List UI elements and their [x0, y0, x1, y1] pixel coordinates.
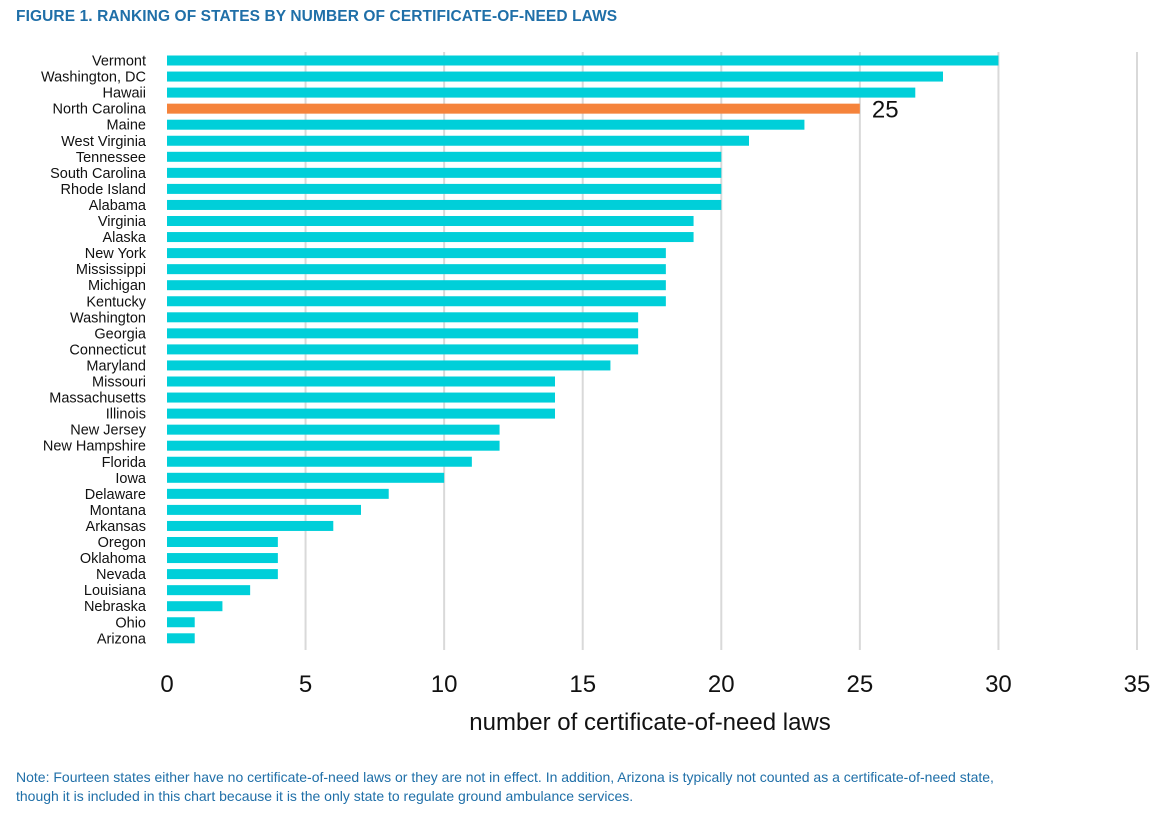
- category-label: South Carolina: [50, 166, 147, 182]
- category-label: Ohio: [115, 615, 146, 631]
- bar: [167, 537, 278, 547]
- x-tick-label: 5: [299, 671, 312, 698]
- bar: [167, 264, 666, 275]
- category-label: Georgia: [94, 326, 147, 342]
- bar: [167, 248, 666, 259]
- category-label: Maine: [107, 118, 147, 134]
- bar: [167, 232, 694, 243]
- category-label: Arkansas: [86, 519, 146, 535]
- bar: [167, 312, 639, 323]
- category-label: Hawaii: [102, 86, 146, 102]
- bar: [167, 569, 278, 580]
- category-label: Arizona: [97, 631, 147, 647]
- bar: [167, 456, 472, 467]
- x-tick-label: 25: [847, 671, 874, 698]
- category-label: Virginia: [98, 214, 147, 230]
- x-tick-label: 15: [569, 671, 596, 698]
- bar: [167, 87, 916, 98]
- highlight-data-label: 25: [872, 97, 899, 124]
- category-label: New Hampshire: [43, 439, 146, 455]
- bar: [167, 360, 611, 371]
- x-tick-label: 20: [708, 671, 735, 698]
- category-label: Maryland: [86, 358, 146, 374]
- category-label: Kentucky: [86, 294, 146, 310]
- category-label: Michigan: [88, 278, 146, 294]
- bar: [167, 151, 722, 162]
- footnote: Note: Fourteen states either have no cer…: [16, 769, 994, 804]
- bar: [167, 472, 445, 483]
- bar: [167, 520, 334, 531]
- bar: [167, 71, 943, 82]
- bar: [167, 553, 278, 564]
- category-label: Mississippi: [76, 262, 146, 278]
- bars: 25: [167, 55, 999, 644]
- bar: [167, 199, 722, 210]
- category-label: Florida: [102, 455, 147, 471]
- category-label: New York: [85, 246, 147, 262]
- bar: [167, 344, 639, 355]
- bar: [167, 216, 694, 226]
- bar: [167, 119, 805, 130]
- category-label: Washington: [70, 310, 146, 326]
- category-label: New Jersey: [70, 423, 146, 439]
- category-label: Delaware: [85, 487, 146, 503]
- bar: [167, 601, 223, 612]
- bar: [167, 585, 251, 596]
- bar: [167, 103, 860, 114]
- bar: [167, 328, 639, 339]
- x-axis-title: number of certificate-of-need laws: [469, 709, 831, 736]
- category-label: Iowa: [115, 471, 147, 487]
- bar: [167, 135, 749, 146]
- category-label: Louisiana: [84, 583, 147, 599]
- category-label: Alaska: [102, 230, 146, 246]
- bar: [167, 424, 500, 435]
- category-label: Tennessee: [76, 150, 146, 166]
- bar: [167, 280, 666, 291]
- category-label: Oklahoma: [80, 551, 147, 567]
- category-label: Nebraska: [84, 599, 147, 615]
- category-label: Montana: [90, 503, 147, 519]
- category-label: Oregon: [98, 535, 146, 551]
- bar: [167, 296, 666, 307]
- category-label: Missouri: [92, 375, 146, 391]
- bar: [167, 167, 722, 178]
- bar: [167, 183, 722, 194]
- bar: [167, 55, 999, 66]
- category-label: West Virginia: [61, 134, 147, 150]
- x-tick-label: 35: [1124, 671, 1151, 698]
- bar: [167, 633, 195, 644]
- category-label: Washington, DC: [41, 70, 146, 86]
- x-tick-label: 10: [431, 671, 458, 698]
- x-tick-label: 0: [160, 671, 173, 698]
- bar: [167, 376, 555, 387]
- bar: [167, 392, 555, 403]
- category-label: Nevada: [96, 567, 147, 583]
- category-label: Rhode Island: [61, 182, 146, 198]
- category-label: Illinois: [106, 407, 146, 423]
- category-label: North Carolina: [53, 102, 147, 118]
- category-label: Vermont: [92, 54, 146, 70]
- bar: [167, 488, 389, 499]
- chart-title: FIGURE 1. RANKING OF STATES BY NUMBER OF…: [16, 8, 618, 25]
- bar: [167, 504, 361, 515]
- x-tick-label: 30: [985, 671, 1012, 698]
- category-label: Connecticut: [69, 342, 146, 358]
- category-label: Alabama: [89, 198, 147, 214]
- x-tick-labels: 0 5 10 15 20 25 30 35: [160, 671, 1150, 698]
- bar: [167, 440, 500, 451]
- category-label: Massachusetts: [49, 391, 146, 407]
- bar: [167, 408, 555, 419]
- bar: [167, 617, 195, 628]
